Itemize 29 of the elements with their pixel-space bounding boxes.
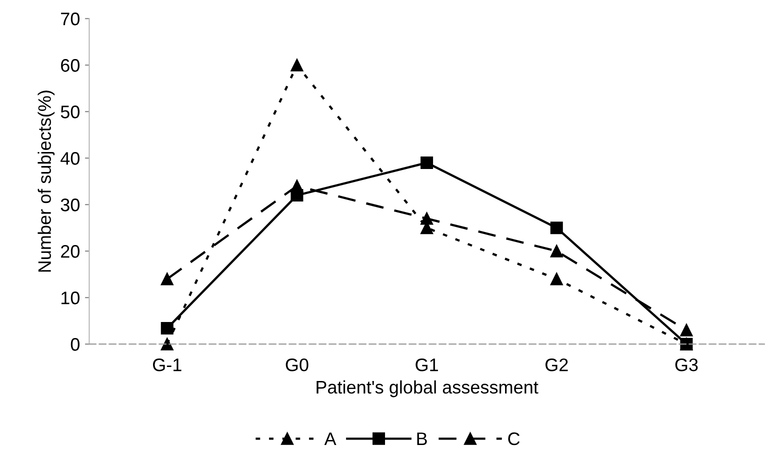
point xyxy=(550,222,563,234)
x-tick-label: G3 xyxy=(675,358,698,372)
x-tick-label: G-1 xyxy=(153,358,182,372)
y-tick-label: 40 xyxy=(60,152,80,165)
point xyxy=(680,324,693,336)
x-tick-label: G2 xyxy=(545,358,568,372)
y-tick-label: 70 xyxy=(61,12,80,26)
point xyxy=(550,272,563,286)
point xyxy=(160,322,174,335)
point xyxy=(420,156,434,169)
point xyxy=(160,338,174,350)
legend-label: B xyxy=(417,432,427,446)
x-axis-title: Patient's global assessment xyxy=(316,380,538,398)
point xyxy=(420,212,434,225)
x-tick-label: G1 xyxy=(416,358,438,372)
y-tick-label: 20 xyxy=(61,245,80,258)
y-axis-title: Number of subjects(%) xyxy=(38,90,55,272)
x-tick-label: G0 xyxy=(286,358,308,372)
y-tick-label: 50 xyxy=(60,106,80,118)
point xyxy=(160,272,174,286)
y-tick-label: 30 xyxy=(60,198,80,212)
legend-label: C xyxy=(508,432,520,446)
legend-label: A xyxy=(324,432,336,446)
point xyxy=(550,244,563,258)
point xyxy=(290,58,304,72)
y-tick-label: 0 xyxy=(70,338,80,351)
y-tick-label: 10 xyxy=(62,292,80,304)
y-tick-label: 60 xyxy=(61,59,80,72)
point xyxy=(290,180,304,192)
